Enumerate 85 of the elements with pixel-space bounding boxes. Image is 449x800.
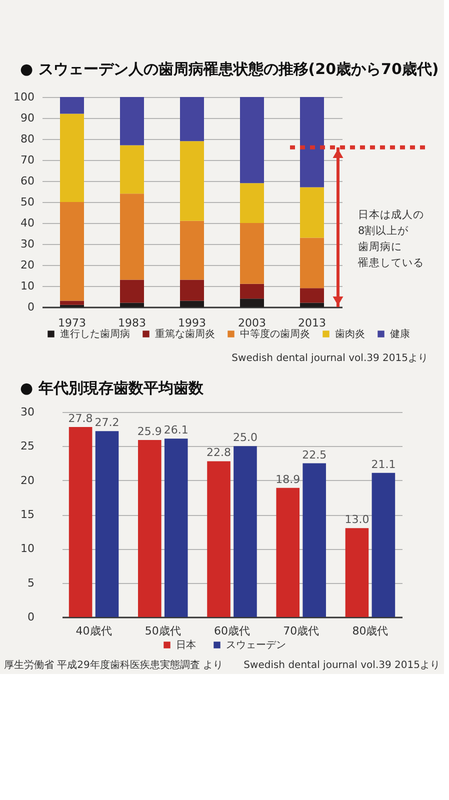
y-tick-label: 30 — [20, 406, 34, 418]
legend-label: 歯肉炎 — [335, 328, 365, 340]
x-tick-label: 1993 — [178, 316, 206, 330]
x-tick-label: 2013 — [298, 316, 326, 330]
bar — [120, 302, 144, 307]
bar — [207, 461, 230, 617]
y-tick-label: 50 — [20, 196, 34, 208]
x-tick-label: 60歳代 — [214, 624, 250, 638]
y-tick-label: 15 — [20, 508, 34, 521]
y-tick-label: 70 — [20, 154, 34, 166]
bar — [180, 97, 204, 142]
bar — [240, 223, 264, 284]
legend-label: 進行した歯周病 — [60, 328, 130, 340]
y-tick-label: 20 — [20, 258, 34, 272]
data-label: 22.8 — [206, 446, 232, 460]
y-tick-label: 40 — [20, 216, 34, 230]
data-label: 13.0 — [344, 513, 370, 526]
legend-label: スウェーデン — [226, 640, 286, 651]
x-tick-label: 1973 — [58, 316, 86, 330]
bar — [300, 302, 324, 307]
y-tick-label: 25 — [20, 440, 34, 453]
bar — [180, 300, 204, 307]
bar — [60, 97, 84, 114]
x-tick-label: 1983 — [118, 316, 146, 330]
y-tick-label: 0 — [28, 610, 34, 624]
data-label: 27.2 — [94, 416, 120, 430]
y-tick-label: 10 — [20, 280, 34, 292]
bar — [60, 114, 84, 202]
x-tick-label: 2003 — [238, 316, 266, 330]
bar — [180, 280, 204, 301]
bar — [300, 288, 324, 303]
y-tick-label: 100 — [14, 90, 34, 104]
chart-title: ● 年代別現存歯数平均歯数 — [20, 379, 204, 397]
y-tick-label: 20 — [20, 474, 34, 487]
y-tick-label: 90 — [20, 112, 34, 124]
bar — [240, 183, 264, 223]
bar — [180, 141, 204, 221]
bar — [164, 438, 188, 617]
bar — [240, 298, 264, 307]
y-tick-label: 60 — [20, 174, 34, 188]
bar — [276, 488, 300, 617]
legend-label: 健康 — [390, 328, 410, 340]
bar — [300, 187, 324, 238]
bar — [240, 284, 264, 299]
bar — [345, 528, 369, 617]
x-tick-label: 50歳代 — [144, 624, 181, 638]
x-tick-label: 40歳代 — [76, 624, 112, 638]
legend-label: 重篤な歯周炎 — [155, 328, 215, 340]
data-label: 27.8 — [68, 412, 93, 426]
bar — [68, 427, 92, 617]
x-tick-label: 80歳代 — [352, 624, 388, 638]
bar — [300, 238, 324, 288]
text: Swedish dental journal vol.39 2015より — [232, 353, 428, 364]
bar — [60, 300, 84, 305]
text: 厚生労働省 平成29年度歯科医疾患実態調査 より — [4, 659, 224, 671]
chart-title: ● スウェーデン人の歯周病罹患状態の推移(20歳から70歳代) — [20, 60, 439, 78]
y-tick-label: 10 — [20, 542, 34, 556]
bar — [300, 97, 324, 188]
bar — [120, 280, 144, 303]
bar — [234, 446, 257, 617]
bar — [180, 220, 204, 280]
y-tick-label: 0 — [28, 300, 34, 314]
data-label: 25.0 — [232, 431, 258, 444]
text: Swedish dental journal vol.39 2015より — [244, 660, 440, 671]
bar — [120, 194, 144, 280]
y-tick-label: 80 — [20, 132, 34, 146]
bar — [95, 431, 119, 617]
bar — [120, 97, 144, 146]
data-label: 25.9 — [137, 425, 162, 438]
bar — [372, 472, 396, 617]
y-tick-label: 30 — [20, 238, 34, 250]
bar — [120, 145, 144, 194]
bar — [60, 202, 84, 301]
data-label: 26.1 — [164, 424, 188, 437]
legend-label: 日本 — [176, 639, 196, 651]
data-label: 21.1 — [371, 458, 396, 471]
bar — [302, 463, 326, 617]
bar — [138, 440, 162, 617]
data-label: 18.9 — [276, 472, 300, 486]
data-label: 22.5 — [302, 448, 327, 462]
legend-label: 中等度の歯周炎 — [240, 328, 310, 340]
bar — [240, 97, 264, 184]
x-tick-label: 70歳代 — [283, 624, 320, 638]
y-tick-label: 5 — [28, 576, 34, 590]
text: 日本は成人の8割以上が歯周病に罹患している — [357, 208, 424, 269]
